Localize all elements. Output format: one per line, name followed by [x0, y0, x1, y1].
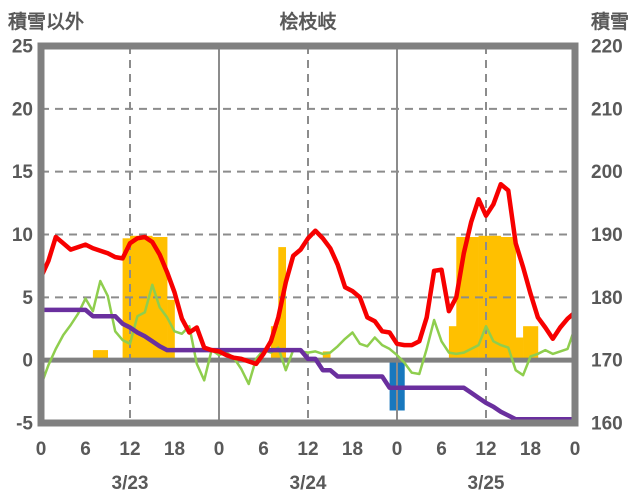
- left-tick-label: 5: [22, 288, 33, 309]
- hour-tick-label: 6: [80, 439, 91, 460]
- orange-bar: [270, 326, 279, 361]
- hour-tick-label: 18: [164, 439, 185, 460]
- day-label: 3/23: [112, 473, 149, 494]
- red-line: [38, 181, 578, 367]
- day-label: 3/24: [290, 473, 327, 494]
- blue-bar: [397, 360, 405, 411]
- hour-tick-label: 18: [520, 439, 541, 460]
- right-axis-title: 積雪: [590, 12, 629, 33]
- blue-bar: [389, 360, 398, 411]
- left-tick-label: 25: [12, 37, 34, 58]
- green-line: [39, 279, 577, 387]
- left-tick-label: 10: [12, 225, 33, 246]
- hour-tick-label: 0: [570, 439, 581, 460]
- orange-bar: [130, 235, 138, 361]
- orange-bar: [100, 350, 109, 361]
- orange-bar: [122, 238, 131, 361]
- right-tick-label: 170: [591, 351, 623, 372]
- hour-tick-label: 18: [342, 439, 363, 460]
- right-tick-label: 160: [591, 414, 623, 435]
- orange-bar: [159, 237, 168, 361]
- right-tick-label: 200: [591, 162, 623, 183]
- orange-bar: [92, 350, 101, 361]
- orange-bar: [523, 326, 531, 361]
- right-tick-label: 210: [591, 99, 623, 120]
- hour-tick-label: 12: [297, 439, 318, 460]
- right-tick-label: 180: [591, 288, 623, 309]
- purple-line: [38, 307, 578, 422]
- orange-bar: [322, 351, 331, 361]
- plot-border: [37, 42, 579, 427]
- orange-bar: [508, 237, 517, 361]
- right-tick-label: 190: [591, 225, 623, 246]
- left-tick-label: -5: [16, 414, 33, 435]
- hour-tick-label: 6: [436, 439, 447, 460]
- day-label: 3/25: [468, 473, 505, 494]
- hour-tick-label: 0: [214, 439, 225, 460]
- orange-bar: [493, 235, 502, 361]
- orange-bar: [515, 337, 524, 361]
- hour-tick-label: 12: [119, 439, 140, 460]
- orange-bar: [500, 237, 509, 361]
- orange-bar: [530, 326, 539, 361]
- hour-tick-label: 12: [475, 439, 496, 460]
- orange-bar: [471, 237, 479, 361]
- hour-tick-label: 0: [36, 439, 47, 460]
- orange-bar: [448, 326, 457, 361]
- left-tick-label: 20: [12, 99, 33, 120]
- hour-tick-label: 6: [258, 439, 269, 460]
- left-tick-label: 0: [22, 351, 33, 372]
- left-axis-title: 積雪以外: [8, 12, 85, 33]
- hour-tick-label: 0: [392, 439, 403, 460]
- orange-bar: [456, 237, 465, 361]
- chart-title: 桧枝岐: [279, 12, 337, 33]
- left-tick-label: 15: [12, 162, 34, 183]
- orange-bar: [463, 237, 472, 361]
- orange-bar: [167, 299, 175, 361]
- right-tick-label: 220: [591, 37, 623, 58]
